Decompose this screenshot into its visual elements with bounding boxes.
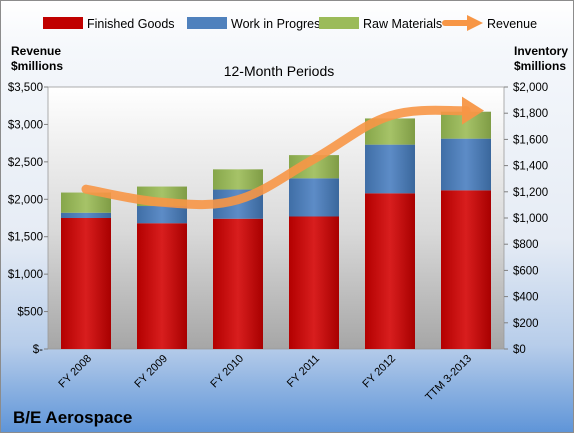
legend-swatch-revenue — [442, 15, 483, 31]
left-tick-label: $3,500 — [8, 82, 43, 94]
right-tick-label: $1,600 — [513, 134, 548, 146]
right-axis-title-line1: Inventory — [514, 44, 568, 58]
category-label: FY 2010 — [208, 353, 246, 391]
left-tick-label: $500 — [17, 307, 43, 319]
right-tick-label: $600 — [513, 265, 539, 277]
revenue-line-path — [81, 105, 471, 210]
left-axis-ticks: $- $500 $1,000 $1,500 $2,000 $2,500 $3,000 $3,5… — [8, 82, 48, 356]
bar-work-in-progress — [441, 138, 491, 191]
bar-finished-goods — [365, 193, 415, 349]
left-tick-label: $1,000 — [8, 269, 43, 281]
bar-work-in-progress — [137, 206, 187, 224]
right-tick-label: $800 — [513, 239, 539, 251]
legend-swatch-raw-materials — [319, 17, 359, 29]
revenue-line — [81, 96, 484, 210]
bar-finished-goods — [137, 223, 187, 349]
left-tick-label: $3,000 — [8, 119, 43, 131]
bar-finished-goods — [61, 218, 111, 349]
right-tick-label: $200 — [513, 318, 539, 330]
category-label: FY 2012 — [360, 353, 398, 391]
bar-work-in-progress — [289, 178, 339, 217]
legend-label-raw-materials: Raw Materials — [363, 17, 442, 31]
legend-label-revenue: Revenue — [487, 17, 537, 31]
category-labels: FY 2008 FY 2009 FY 2010 FY 2011 FY 2012 TTM 3… — [56, 353, 474, 404]
company-label: B/E Aerospace — [13, 408, 132, 427]
revenue-arrowhead — [462, 96, 484, 125]
bar-finished-goods — [441, 190, 491, 349]
legend-swatch-finished-goods — [43, 17, 83, 29]
right-tick-label: $400 — [513, 292, 539, 304]
bar-raw-materials — [289, 155, 339, 179]
right-tick-label: $2,000 — [513, 82, 548, 94]
right-tick-label: $1,000 — [513, 213, 548, 225]
bar-finished-goods — [213, 218, 263, 349]
bar-work-in-progress — [365, 144, 415, 194]
right-tick-label: $1,800 — [513, 108, 548, 120]
plot-area — [47, 86, 505, 350]
legend: Finished Goods Work in Progress Raw Mate… — [43, 15, 537, 31]
bar-stacks — [61, 111, 491, 349]
category-label: FY 2008 — [56, 353, 94, 391]
right-axis-title-line2: $millions — [514, 59, 566, 73]
right-tick-label: $1,200 — [513, 187, 548, 199]
right-tick-label: $0 — [513, 344, 526, 356]
bar-raw-materials — [213, 169, 263, 190]
bar-finished-goods — [289, 216, 339, 349]
left-axis-title-line1: Revenue — [11, 44, 61, 58]
legend-swatch-work-in-progress — [187, 17, 227, 29]
left-tick-label: $1,500 — [8, 232, 43, 244]
left-tick-label: $- — [33, 344, 43, 356]
category-label: FY 2009 — [132, 353, 170, 391]
bar-raw-materials — [61, 192, 111, 213]
category-label: TTM 3-2013 — [423, 353, 474, 404]
legend-label-finished-goods: Finished Goods — [87, 17, 175, 31]
left-axis-title-line2: $millions — [11, 59, 63, 73]
right-axis-ticks: $0 $200 $400 $600 $800 $1,000 $1,200 $1,400 $1,6… — [504, 82, 548, 356]
legend-label-work-in-progress: Work in Progress — [231, 17, 327, 31]
left-tick-label: $2,500 — [8, 157, 43, 169]
category-label: FY 2011 — [285, 353, 322, 390]
chart-subtitle: 12-Month Periods — [224, 63, 335, 79]
bar-work-in-progress — [61, 212, 111, 218]
left-tick-label: $2,000 — [8, 194, 43, 206]
right-tick-label: $1,400 — [513, 161, 548, 173]
